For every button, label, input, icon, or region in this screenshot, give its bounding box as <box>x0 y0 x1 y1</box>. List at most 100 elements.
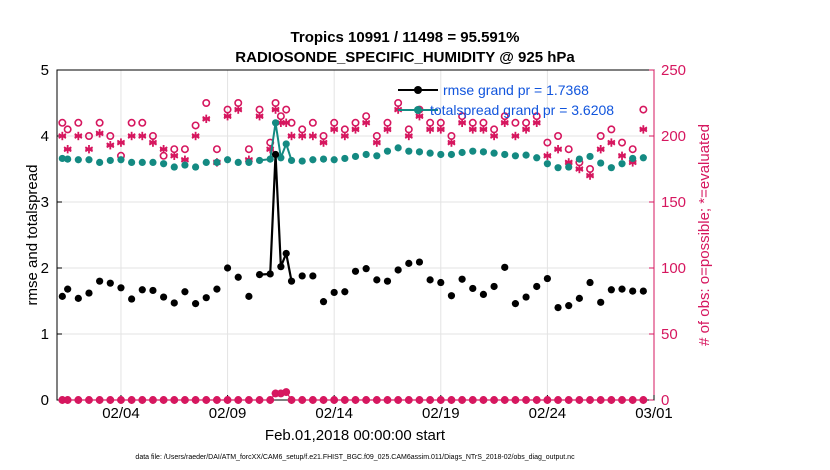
spread-point <box>383 147 392 155</box>
obs-possible-point <box>63 125 72 134</box>
obs-bottom-marker <box>308 396 317 404</box>
series-layer <box>58 99 648 404</box>
x-tick-label: 03/01 <box>635 405 673 422</box>
spread-point <box>245 158 253 166</box>
obs-evaluated-point <box>106 141 115 150</box>
spread-point <box>266 155 274 163</box>
x-axis: 02/04 02/09 02/14 02/19 02/24 03/01 <box>102 395 673 422</box>
x-tick-label: 02/24 <box>529 405 567 422</box>
spread-point <box>554 164 562 172</box>
rmse-point <box>351 267 360 275</box>
rmse-point <box>202 294 210 302</box>
obs-bottom-marker <box>63 396 72 404</box>
obs-evaluated-point <box>362 118 371 127</box>
obs-possible-point <box>468 118 477 127</box>
rmse-point <box>490 282 498 291</box>
obs-bottom-marker <box>362 396 371 404</box>
obs-bottom-marker <box>148 396 157 404</box>
obs-evaluated-point <box>543 151 552 160</box>
obs-evaluated-point <box>58 131 67 141</box>
rmse-point <box>266 270 274 278</box>
spread-point <box>458 148 466 157</box>
obs-evaluated-point <box>383 125 392 134</box>
spread-point <box>319 155 328 163</box>
obs-possible-point <box>404 125 413 134</box>
spread-point <box>575 155 583 163</box>
obs-possible-point <box>244 145 253 154</box>
y-left-tick-label: 5 <box>41 62 49 79</box>
obs-evaluated-point <box>447 138 456 147</box>
spread-point <box>501 150 509 159</box>
spread-point <box>543 160 551 168</box>
obs-possible-point <box>586 165 595 174</box>
obs-bottom-marker <box>180 396 189 404</box>
spread-point <box>58 154 66 163</box>
obs-bottom-marker <box>287 396 296 404</box>
rmse-point <box>309 272 317 280</box>
obs-possible-point <box>490 125 499 134</box>
rmse-point <box>426 276 434 284</box>
obs-possible-point <box>543 138 552 147</box>
rmse-point <box>191 300 200 308</box>
spread-point <box>341 154 349 163</box>
spread-point <box>522 151 530 159</box>
spread-point <box>437 150 445 159</box>
obs-bottom-marker <box>607 396 616 404</box>
obs-bottom-line <box>62 391 644 401</box>
obs-possible-point <box>127 118 136 127</box>
spread-point <box>271 119 280 127</box>
rmse-point <box>213 285 221 293</box>
obs-evaluated-point <box>372 138 381 147</box>
rmse-point <box>437 278 445 287</box>
x-tick-label: 02/14 <box>315 405 353 422</box>
legend-spread-label: totalspread grand pr = 3.6208 <box>430 102 614 118</box>
rmse-point <box>511 300 520 308</box>
spread-point <box>202 158 210 166</box>
obs-possible-point <box>340 125 349 134</box>
obs-possible-point <box>234 99 243 108</box>
rmse-point <box>458 275 466 283</box>
obs-possible-point <box>607 125 616 134</box>
obs-possible-point <box>74 118 83 127</box>
spread-point <box>106 156 114 165</box>
y-axis-left-label: rmse and totalspread <box>24 165 41 306</box>
y-left-tick-label: 3 <box>41 194 49 211</box>
spread-point <box>234 158 242 166</box>
obs-evaluated-point <box>468 125 477 134</box>
rmse-point <box>128 295 136 303</box>
x-tick-label: 02/04 <box>102 405 140 422</box>
obs-evaluated-point <box>553 145 563 154</box>
obs-bottom-marker <box>511 396 520 404</box>
obs-evaluated-point <box>159 145 168 154</box>
obs-bottom-marker <box>170 396 179 404</box>
rmse-point <box>618 285 626 293</box>
rmse-point <box>96 277 104 285</box>
rmse-point <box>597 298 605 306</box>
spread-point <box>639 154 647 162</box>
spread-point <box>223 156 232 164</box>
obs-evaluated-point <box>458 118 467 127</box>
spread-point <box>255 156 264 165</box>
obs-evaluated-point <box>148 138 158 147</box>
rmse-point <box>298 272 306 280</box>
obs-evaluated-point <box>95 129 104 138</box>
obs-bottom-marker <box>490 396 499 404</box>
obs-bottom-marker <box>159 396 168 404</box>
spread-point <box>138 158 146 166</box>
spread-point <box>415 148 424 156</box>
obs-evaluated-point <box>404 131 413 141</box>
obs-bottom-marker <box>436 396 445 404</box>
y-right-tick-label: 100 <box>661 260 686 277</box>
obs-possible-point <box>106 132 115 141</box>
rmse-point <box>64 285 72 293</box>
rmse-point <box>106 279 114 287</box>
rmse-point <box>394 266 402 274</box>
obs-evaluated-point <box>436 125 445 134</box>
obs-bottom-marker <box>415 396 424 404</box>
obs-possible-point <box>58 118 67 127</box>
rmse-point <box>170 299 178 307</box>
rmse-point <box>362 265 370 273</box>
rmse-point <box>330 288 338 297</box>
obs-evaluated-point <box>639 125 648 134</box>
rmse-point <box>415 258 424 266</box>
